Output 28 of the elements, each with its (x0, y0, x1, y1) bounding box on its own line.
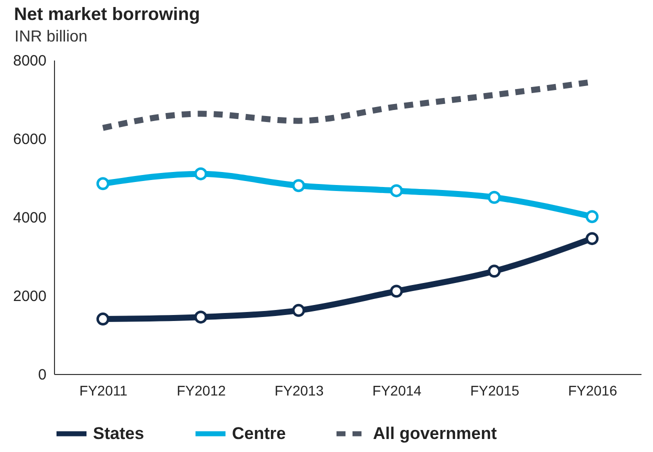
x-tick-label: FY2011 (79, 382, 128, 398)
x-tick-label: FY2015 (470, 382, 520, 398)
y-tick-label: 8000 (13, 52, 46, 70)
y-tick-label: 4000 (13, 210, 46, 226)
legend-label: Centre (232, 424, 286, 443)
point (292, 304, 306, 317)
point (194, 167, 208, 180)
point (488, 190, 501, 204)
x-tick-label: FY2013 (274, 382, 324, 398)
x-tick-label: FY2012 (176, 382, 226, 398)
point (586, 232, 599, 246)
x-tick-label: FY2016 (568, 382, 618, 398)
point (96, 177, 110, 190)
point (96, 312, 110, 326)
point (390, 284, 403, 298)
point (488, 264, 501, 278)
chart-title: Net market borrowing (14, 4, 200, 24)
y-tick-label: 0 (38, 366, 46, 384)
point (194, 310, 208, 324)
legend-label: States (93, 424, 144, 443)
point (586, 210, 599, 224)
y-tick-label: 6000 (13, 131, 46, 148)
point (292, 179, 306, 192)
point (390, 184, 403, 198)
legend-label: All government (373, 424, 498, 443)
y-axis-title: INR billion (14, 28, 88, 46)
x-tick-label: FY2014 (372, 382, 422, 398)
y-tick-label: 2000 (13, 288, 46, 305)
